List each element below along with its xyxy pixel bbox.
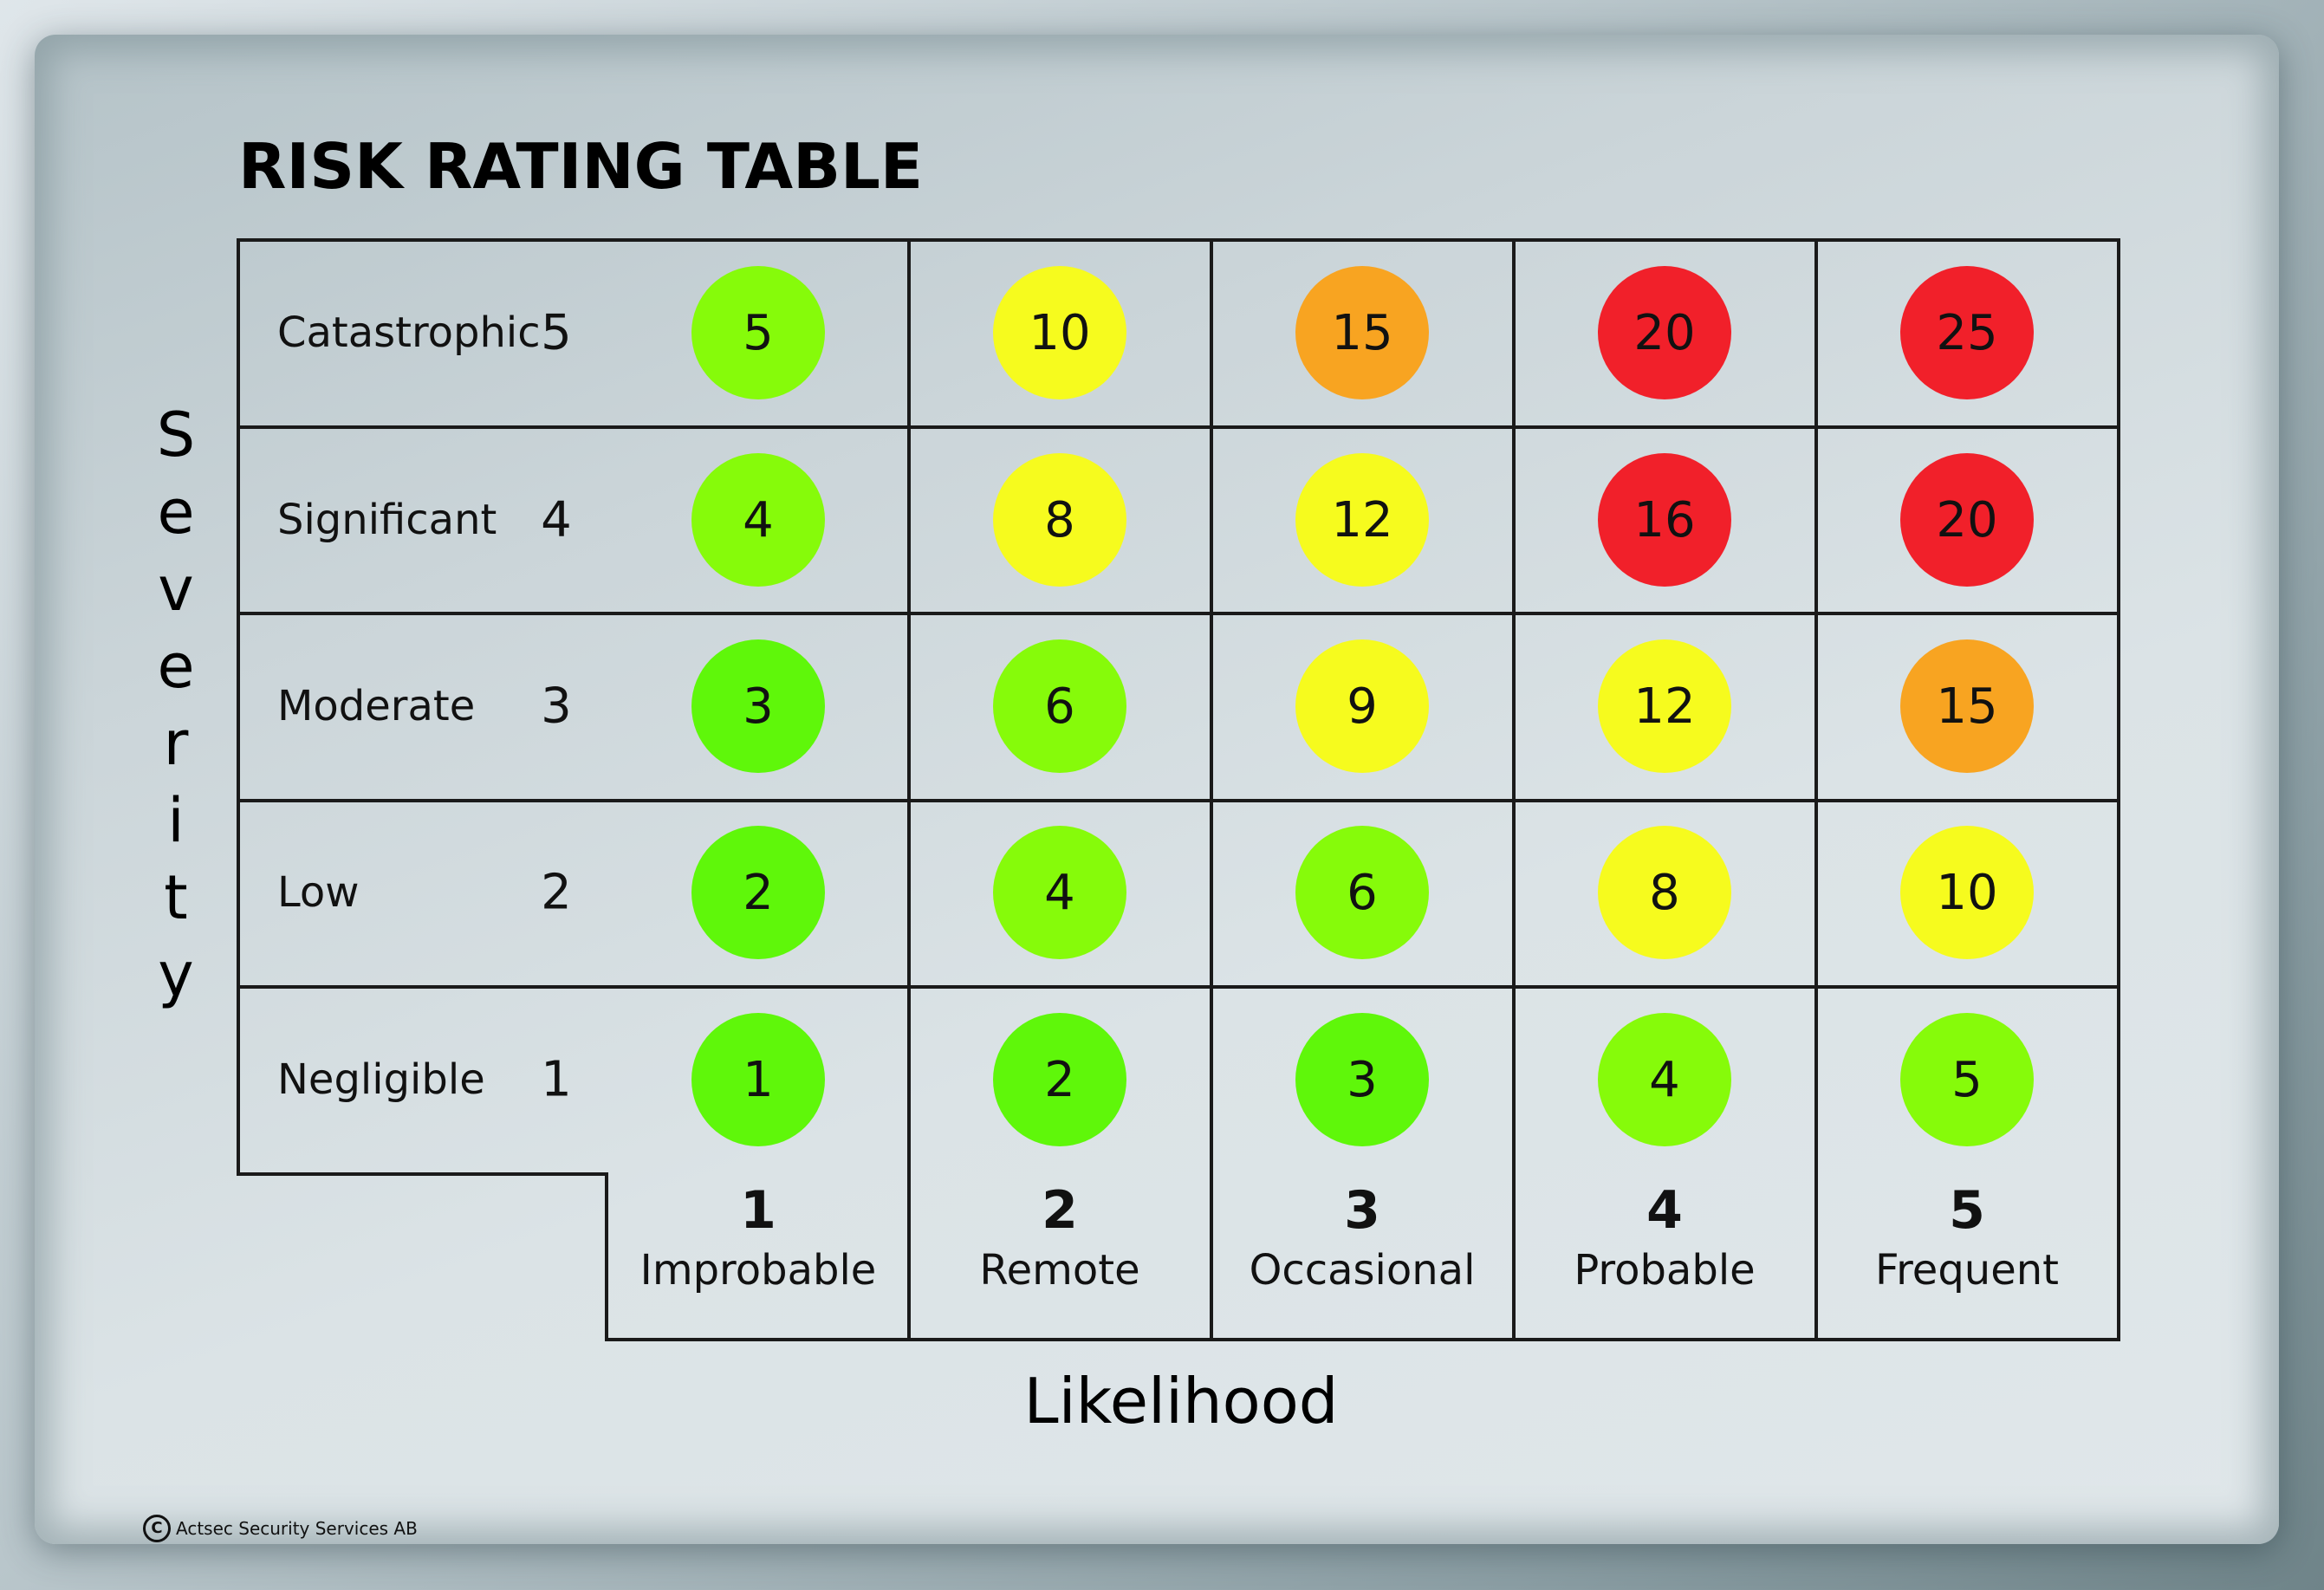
copyright-icon: C	[143, 1515, 171, 1542]
likelihood-name: Probable	[1574, 1246, 1756, 1295]
risk-rating-circle: 10	[1900, 826, 2034, 959]
severity-value: 3	[541, 678, 572, 735]
severity-name: Low	[277, 868, 360, 917]
copyright-notice: C Actsec Security Services AB	[143, 1515, 418, 1542]
risk-rating-circle: 8	[993, 453, 1126, 587]
severity-name: Significant	[277, 496, 497, 544]
severity-letter: y	[158, 939, 194, 1010]
risk-rating-circle: 4	[993, 826, 1126, 959]
copyright-text: Actsec Security Services AB	[176, 1518, 418, 1539]
severity-letter: t	[164, 862, 188, 933]
likelihood-name: Improbable	[639, 1246, 877, 1295]
risk-rating-circle: 15	[1295, 266, 1429, 399]
risk-rating-circle: 16	[1598, 453, 1731, 587]
likelihood-name: Occasional	[1249, 1246, 1476, 1295]
likelihood-value: 4	[1646, 1180, 1683, 1241]
severity-name: Catastrophic	[277, 308, 541, 357]
risk-rating-circle: 3	[1295, 1013, 1429, 1146]
severity-letter: r	[163, 708, 189, 779]
likelihood-name: Remote	[979, 1246, 1140, 1295]
likelihood-value: 1	[740, 1180, 776, 1241]
severity-value: 2	[541, 864, 572, 921]
severity-value: 4	[541, 491, 572, 548]
severity-value: 5	[541, 304, 572, 361]
severity-letter: v	[158, 554, 194, 625]
risk-rating-circle: 5	[691, 266, 825, 399]
likelihood-name: Frequent	[1875, 1246, 2059, 1295]
risk-board	[35, 35, 2279, 1544]
severity-letter: e	[157, 477, 195, 548]
risk-rating-circle: 9	[1295, 639, 1429, 773]
risk-rating-circle: 1	[691, 1013, 825, 1146]
page-title: RISK RATING TABLE	[238, 130, 924, 203]
severity-name: Negligible	[277, 1055, 485, 1104]
risk-rating-circle: 10	[993, 266, 1126, 399]
severity-letter: e	[157, 631, 195, 702]
risk-rating-circle: 6	[993, 639, 1126, 773]
risk-rating-circle: 4	[691, 453, 825, 587]
risk-rating-circle: 12	[1598, 639, 1731, 773]
risk-rating-circle: 4	[1598, 1013, 1731, 1146]
risk-rating-circle: 12	[1295, 453, 1429, 587]
severity-letter: S	[156, 399, 196, 471]
risk-rating-circle: 2	[993, 1013, 1126, 1146]
risk-rating-circle: 20	[1598, 266, 1731, 399]
risk-rating-circle: 2	[691, 826, 825, 959]
risk-rating-circle: 25	[1900, 266, 2034, 399]
likelihood-value: 3	[1344, 1180, 1380, 1241]
severity-name: Moderate	[277, 682, 476, 730]
risk-rating-circle: 6	[1295, 826, 1429, 959]
risk-rating-circle: 8	[1598, 826, 1731, 959]
risk-rating-circle: 3	[691, 639, 825, 773]
likelihood-axis-label: Likelihood	[1023, 1365, 1339, 1437]
likelihood-value: 2	[1042, 1180, 1078, 1241]
risk-rating-circle: 20	[1900, 453, 2034, 587]
likelihood-value: 5	[1949, 1180, 1985, 1241]
severity-value: 1	[541, 1051, 572, 1108]
risk-rating-circle: 5	[1900, 1013, 2034, 1146]
risk-rating-circle: 15	[1900, 639, 2034, 773]
severity-letter: i	[167, 785, 185, 856]
